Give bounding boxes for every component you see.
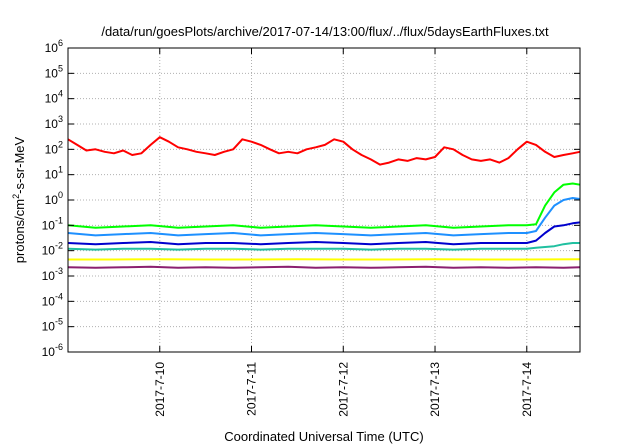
x-axis-ticks: 2017-7-10 2017-7-11 2017-7-12 2017-7-13 2017… [153, 48, 534, 417]
y-axis-ticks: 10-6 10-5 10-4 10-3 10-2 10-1 100 101 102 103 104 1… [42, 38, 580, 359]
x-tick-label: 2017-7-10 [153, 362, 167, 417]
chart-title: /data/run/goesPlots/archive/2017-07-14/1… [101, 24, 549, 39]
y-tick-label: 10-4 [42, 291, 63, 308]
series-line-3 [67, 197, 581, 237]
x-tick-label: 2017-7-12 [336, 362, 350, 417]
series-line-2 [67, 182, 581, 229]
y-tick-label: 10-2 [42, 241, 63, 258]
series-line-1 [67, 136, 581, 166]
y-tick-label: 104 [45, 89, 63, 106]
y-tick-label: 106 [45, 38, 63, 55]
grid [68, 48, 580, 352]
y-tick-label: 102 [45, 139, 63, 156]
x-tick-label: 2017-7-13 [428, 362, 442, 417]
series-line-7 [67, 265, 581, 269]
x-axis-label: Coordinated Universal Time (UTC) [224, 429, 423, 444]
y-tick-label: 100 [45, 190, 63, 207]
y-tick-label: 101 [45, 165, 63, 182]
y-tick-label: 105 [45, 63, 63, 80]
y-tick-label: 10-6 [42, 342, 63, 359]
data-series [67, 136, 581, 269]
x-tick-label: 2017-7-11 [245, 362, 259, 416]
y-tick-label: 103 [45, 114, 63, 131]
x-tick-label: 2017-7-14 [520, 362, 534, 417]
y-tick-label: 10-3 [42, 266, 63, 283]
series-line-4 [67, 221, 581, 246]
y-axis-label: protons/cm2-s-sr-MeV [11, 136, 27, 263]
y-tick-label: 10-5 [42, 317, 63, 334]
y-tick-label: 10-1 [42, 215, 63, 232]
series-line-5 [67, 242, 580, 251]
